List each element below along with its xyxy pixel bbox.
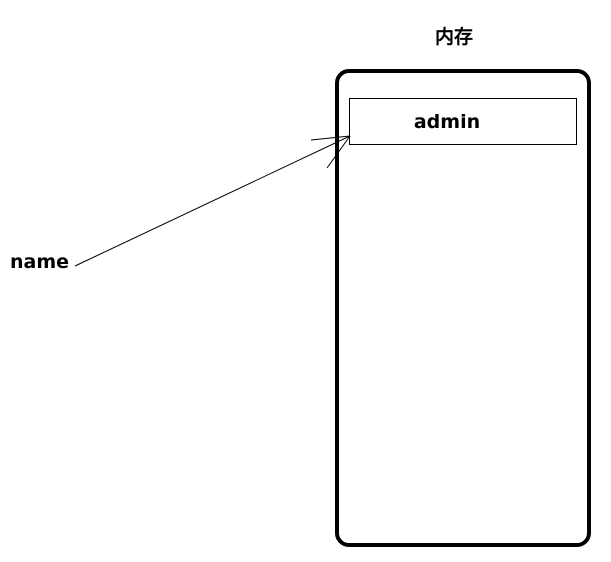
reference-arrow-head-lower	[326, 135, 351, 169]
memory-cell	[349, 98, 577, 145]
reference-arrow-head-upper	[310, 135, 351, 141]
memory-cell-value: admin	[413, 111, 481, 133]
variable-name-label: name	[10, 251, 70, 273]
reference-arrow-line	[74, 135, 351, 267]
memory-block	[335, 69, 591, 547]
memory-title: 内存	[434, 26, 473, 48]
